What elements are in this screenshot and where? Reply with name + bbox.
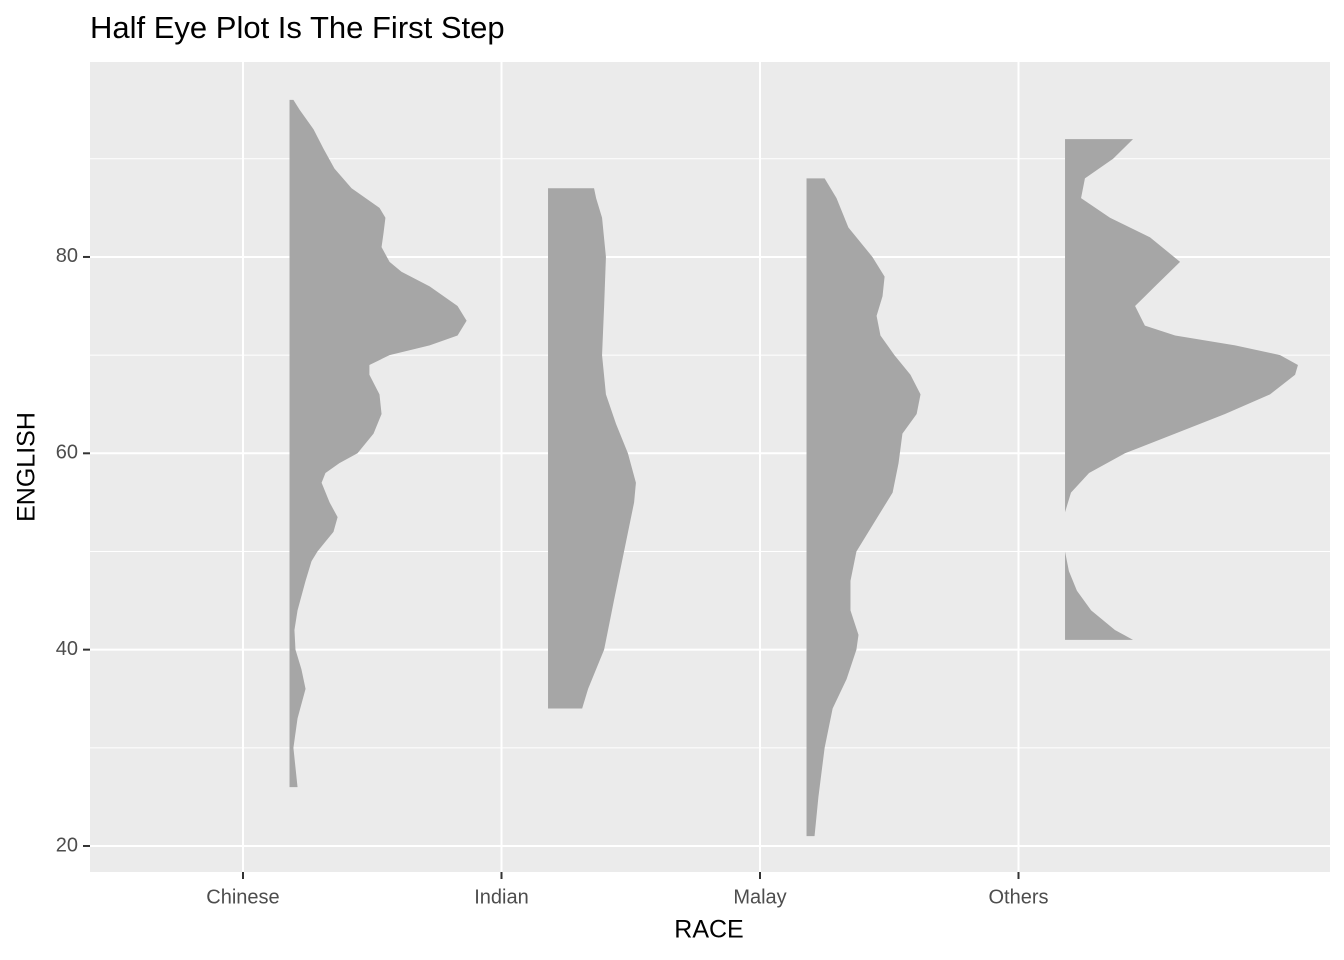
x-tick-label: Chinese <box>206 886 279 908</box>
y-tick-label: 60 <box>56 442 78 464</box>
x-tick-label: Malay <box>733 886 786 908</box>
density-slab <box>289 99 467 788</box>
density-slab <box>806 178 921 837</box>
y-tick-label: 80 <box>56 245 78 267</box>
density-slab <box>548 188 636 709</box>
y-tick-label: 20 <box>56 834 78 856</box>
y-axis-title: ENGLISH <box>13 412 41 522</box>
y-tick-label: 40 <box>56 638 78 660</box>
x-tick-label: Indian <box>474 886 529 908</box>
x-tick-label: Others <box>988 886 1048 908</box>
density-slab <box>1065 139 1298 640</box>
chart-title: Half Eye Plot Is The First Step <box>90 10 505 45</box>
panel <box>90 62 1330 872</box>
x-axis-title: RACE <box>674 916 743 944</box>
